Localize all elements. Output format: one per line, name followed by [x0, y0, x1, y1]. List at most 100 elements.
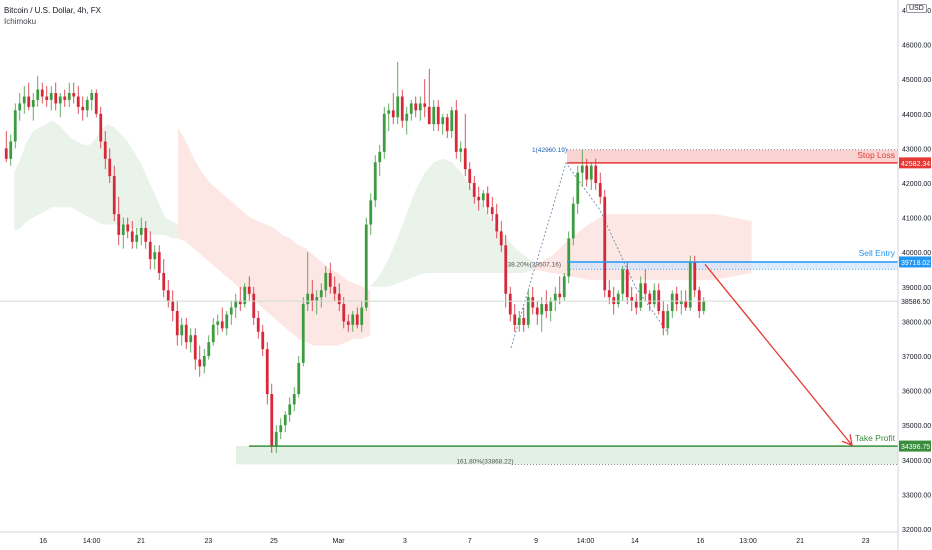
x-tick-label: 14:00 — [577, 538, 595, 545]
candle-body — [171, 300, 175, 312]
candle-body — [270, 394, 274, 446]
candle-body — [423, 103, 427, 107]
fib-label: 1(42960.19) — [532, 147, 567, 154]
candle-body — [211, 324, 215, 343]
x-tick-label: 14 — [631, 538, 639, 545]
candle-body — [369, 200, 373, 225]
candle-body — [54, 93, 58, 104]
candle-body — [72, 93, 76, 97]
candle-body — [166, 290, 170, 301]
candle-body — [382, 113, 386, 152]
candle-body — [391, 110, 395, 118]
candle-body — [49, 93, 53, 100]
candle-body — [526, 297, 530, 325]
candle-body — [544, 304, 548, 312]
candle-body — [67, 93, 71, 100]
candle-body — [378, 151, 382, 163]
take-profit-zone — [236, 446, 898, 465]
candle-body — [216, 321, 220, 325]
candle-body — [571, 203, 575, 239]
candle-body — [279, 425, 283, 433]
candle-body — [481, 193, 485, 201]
candle-body — [400, 96, 404, 121]
candle-body — [346, 321, 350, 325]
trade-zones-layer — [236, 149, 898, 465]
candle-body — [450, 110, 454, 132]
candle-body — [243, 286, 247, 305]
candle-body — [477, 196, 481, 201]
candle-body — [639, 283, 643, 308]
x-tick-label: 21 — [796, 538, 804, 545]
candle-body — [675, 293, 679, 305]
sell-entry-price-badge-bg — [899, 256, 931, 268]
currency-badge[interactable]: USD — [906, 4, 927, 13]
x-tick-label: 16 — [39, 538, 47, 545]
candle-body — [36, 89, 40, 100]
candle-body — [342, 304, 346, 322]
ichimoku-cloud-bull — [370, 158, 534, 287]
candle-body — [558, 293, 562, 298]
candle-body — [328, 272, 332, 287]
candle-body — [247, 286, 251, 294]
candle-body — [495, 214, 499, 232]
candle-body — [135, 234, 139, 242]
sell-entry-zone — [567, 261, 898, 270]
candle-body — [504, 245, 508, 294]
candle-body — [463, 148, 467, 170]
candle-body — [229, 307, 233, 315]
candle-body — [454, 110, 458, 152]
x-tick-label: 13:00 — [739, 538, 757, 545]
candle-body — [198, 359, 202, 367]
candle-body — [360, 307, 364, 325]
candle-body — [607, 290, 611, 298]
candle-body — [652, 290, 656, 305]
candle-body — [436, 106, 440, 125]
candle-body — [189, 335, 193, 343]
candle-body — [40, 89, 44, 97]
candle-body — [252, 293, 256, 318]
candle-body — [589, 165, 593, 180]
candle-body — [130, 231, 134, 242]
y-tick-label: 40000.00 — [902, 250, 931, 257]
candle-body — [355, 314, 359, 325]
candle-body — [531, 297, 535, 308]
candle-body — [598, 183, 602, 197]
candle-body — [9, 141, 13, 159]
candle-body — [594, 165, 598, 183]
y-tick-label: 43000.00 — [902, 146, 931, 153]
candle-body — [580, 165, 584, 173]
candle-body — [153, 252, 157, 260]
candle-body — [441, 117, 445, 125]
candle-body — [414, 103, 418, 111]
candle-body — [288, 404, 292, 415]
candle-body — [585, 165, 589, 180]
candle-body — [499, 231, 503, 246]
candle-body — [13, 110, 17, 142]
candle-body — [207, 342, 211, 356]
candle-body — [238, 300, 242, 305]
candle-body — [684, 300, 688, 308]
candle-body — [702, 301, 706, 312]
sell-entry-label: Sell Entry — [859, 248, 896, 258]
candle-body — [630, 297, 634, 301]
candle-body — [666, 311, 670, 329]
candle-body — [220, 321, 224, 329]
candle-body — [396, 96, 400, 118]
candle-body — [4, 148, 8, 159]
candle-body — [625, 269, 629, 298]
y-tick-label: 44000.00 — [902, 112, 931, 119]
x-tick-label: 7 — [468, 538, 472, 545]
ichimoku-cloud-bear — [534, 214, 752, 280]
candle-body — [427, 106, 431, 125]
fib-layer: 1(42960.19) 38.20%(39507.16) 161.80%(33868… — [456, 147, 898, 465]
candle-body — [27, 96, 31, 107]
candle-body — [144, 227, 148, 242]
candle-body — [85, 99, 89, 111]
candle-body — [409, 103, 413, 114]
candle-body — [108, 158, 112, 177]
candle-body — [472, 183, 476, 197]
candle-body — [670, 293, 674, 312]
candle-body — [490, 207, 494, 215]
